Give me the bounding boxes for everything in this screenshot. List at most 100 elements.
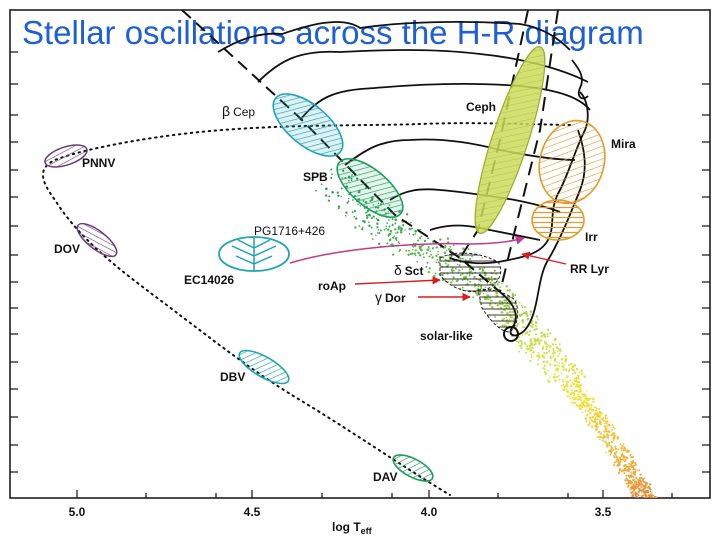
star-dot [535, 338, 538, 342]
star-dot [628, 479, 632, 483]
star-dot [629, 476, 631, 479]
star-dot [452, 244, 455, 246]
star-dot [579, 397, 582, 401]
star-dot [635, 501, 637, 503]
star-dot [520, 347, 523, 350]
star-dot [562, 368, 565, 371]
star-dot [619, 460, 622, 463]
star-dot [501, 282, 503, 285]
star-dot [562, 364, 565, 367]
star-dot [414, 230, 417, 233]
star-dot [612, 448, 615, 451]
star-dot [518, 350, 521, 353]
star-dot [569, 397, 572, 400]
star-dot [417, 239, 419, 242]
star-dot [641, 494, 644, 497]
star-dot [650, 500, 652, 502]
label-dbv: DBV [220, 370, 245, 384]
star-dot [634, 470, 637, 473]
star-dot [529, 338, 533, 341]
star-dot [529, 359, 532, 363]
star-dot [635, 477, 638, 480]
star-dot [572, 399, 575, 401]
star-dot [524, 333, 526, 335]
star-dot [545, 346, 548, 349]
star-dot [345, 211, 348, 214]
star-dot [604, 414, 608, 417]
star-dot [636, 469, 638, 471]
star-dot [522, 326, 525, 329]
star-dot [592, 400, 595, 404]
star-dot [558, 352, 561, 355]
star-dot [575, 383, 578, 386]
star-dot [619, 458, 622, 461]
star-dot [518, 313, 521, 316]
star-dot [370, 226, 373, 229]
star-dot [638, 484, 641, 487]
star-dot [635, 486, 638, 489]
star-dot [443, 251, 447, 255]
star-dot [352, 199, 354, 201]
label-beta-cep: β Cep [222, 103, 255, 119]
star-dot [581, 408, 583, 410]
star-dot [607, 430, 610, 433]
star-dot [407, 253, 410, 256]
star-dot [547, 328, 550, 331]
star-dot [617, 471, 621, 475]
delta-sct-region [439, 252, 502, 293]
star-dot [534, 342, 537, 345]
star-dot [327, 199, 330, 202]
star-dot [414, 245, 417, 248]
star-dot [368, 224, 371, 228]
star-dot [534, 333, 537, 336]
star-dot [632, 493, 635, 496]
star-dot [576, 395, 579, 398]
star-dot [506, 289, 509, 292]
label-dav: DAV [373, 470, 397, 484]
star-dot [354, 226, 357, 229]
label-mira: Mira [611, 137, 636, 151]
star-dot [528, 344, 532, 348]
star-dot [649, 494, 653, 498]
star-dot [362, 220, 365, 223]
star-dot [587, 397, 590, 401]
star-dot [337, 205, 341, 208]
star-dot [643, 490, 646, 493]
star-dot [632, 478, 635, 482]
star-dot [511, 292, 514, 296]
star-dot [599, 438, 601, 441]
star-dot [653, 495, 657, 498]
star-dot [642, 497, 644, 498]
star-dot [376, 226, 379, 229]
star-dot [526, 331, 529, 334]
star-dot [574, 372, 577, 374]
star-dot [408, 233, 411, 235]
star-dot [625, 451, 627, 453]
star-dot [398, 249, 402, 252]
star-dot [529, 310, 533, 313]
star-dot [613, 434, 616, 438]
star-dot [611, 429, 614, 431]
star-dot [572, 372, 574, 375]
star-dot [428, 255, 431, 258]
star-dot [582, 400, 585, 403]
label-beta-cep-symbol: β [222, 103, 230, 119]
star-dot [353, 216, 356, 218]
star-dot [654, 504, 657, 507]
star-dot [546, 333, 549, 336]
star-dot [545, 351, 548, 355]
star-dot [565, 384, 569, 388]
star-dot [410, 227, 413, 230]
star-dot [394, 237, 397, 240]
star-dot [624, 458, 627, 461]
star-dot [546, 343, 549, 346]
star-dot [604, 420, 607, 423]
star-dot [656, 501, 658, 503]
star-dot [578, 388, 582, 391]
star-dot [391, 217, 394, 221]
wd-cooling-track [42, 122, 571, 496]
star-dot [490, 287, 493, 290]
star-dot [580, 369, 583, 373]
star-dot [642, 499, 644, 501]
star-dot [575, 404, 579, 407]
